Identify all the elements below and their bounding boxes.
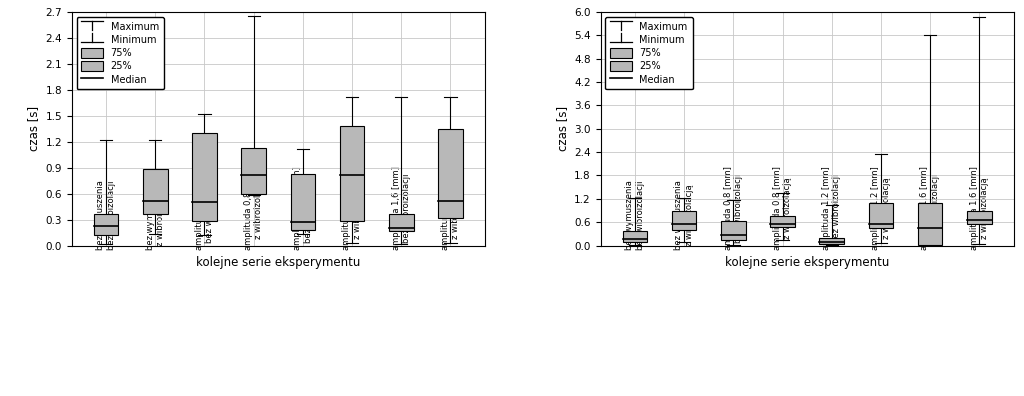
Bar	[143, 169, 168, 214]
Bar	[770, 216, 795, 227]
X-axis label: kolejne serie eksperymentu: kolejne serie eksperymentu	[196, 256, 360, 269]
Bar	[623, 231, 647, 242]
Legend: Maximum, Minimum, 75%, 25%, Median: Maximum, Minimum, 75%, 25%, Median	[605, 17, 692, 89]
Bar	[94, 214, 119, 235]
Bar	[438, 129, 463, 218]
Legend: Maximum, Minimum, 75%, 25%, Median: Maximum, Minimum, 75%, 25%, Median	[77, 17, 164, 89]
Bar	[340, 126, 365, 221]
X-axis label: kolejne serie eksperymentu: kolejne serie eksperymentu	[725, 256, 890, 269]
Y-axis label: czas [s]: czas [s]	[27, 106, 40, 151]
Y-axis label: czas [s]: czas [s]	[556, 106, 568, 151]
Bar	[291, 174, 315, 230]
Bar	[868, 204, 893, 228]
Bar	[672, 211, 696, 230]
Bar	[967, 211, 991, 224]
Bar	[389, 213, 414, 231]
Bar	[819, 238, 844, 244]
Bar	[918, 203, 942, 245]
Bar	[721, 221, 745, 240]
Bar	[193, 133, 217, 221]
Bar	[242, 148, 266, 194]
